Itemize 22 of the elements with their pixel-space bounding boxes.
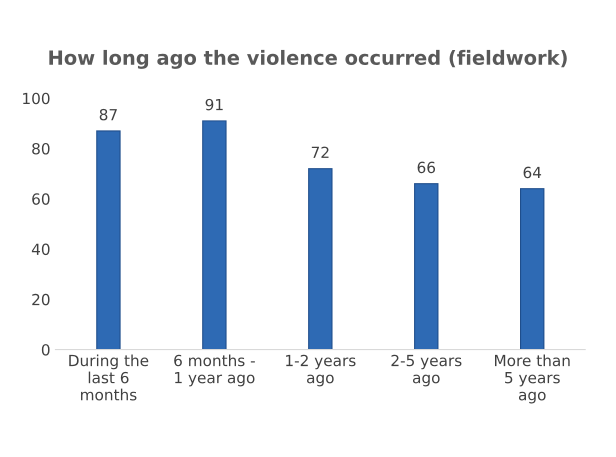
data-label: 72 — [312, 146, 329, 158]
x-tick-label: 2-5 years ago — [391, 354, 462, 386]
y-tick-label: 40 — [32, 244, 50, 256]
y-tick-label: 0 — [42, 344, 50, 356]
y-tick-label: 100 — [23, 92, 50, 104]
bar — [96, 130, 121, 350]
x-tick-label: 1-2 years ago — [286, 354, 356, 386]
bar — [520, 188, 544, 350]
data-label: 66 — [418, 162, 436, 174]
data-label: 87 — [100, 108, 117, 120]
data-label: 64 — [524, 166, 542, 178]
data-label: 91 — [206, 98, 223, 110]
chart-title: How long ago the violence occurred (fieldwork) — [49, 50, 567, 69]
x-tick-label: 6 months - 1 year ago — [174, 354, 255, 386]
bar — [202, 120, 227, 350]
bar — [308, 168, 333, 350]
x-tick-label: During the last 6 months — [69, 354, 148, 401]
x-tick-label: More than 5 years ago — [495, 354, 570, 404]
y-tick-label: 60 — [32, 193, 50, 205]
y-tick-label: 20 — [32, 294, 50, 306]
bar — [414, 183, 438, 350]
y-tick-label: 80 — [32, 142, 50, 155]
